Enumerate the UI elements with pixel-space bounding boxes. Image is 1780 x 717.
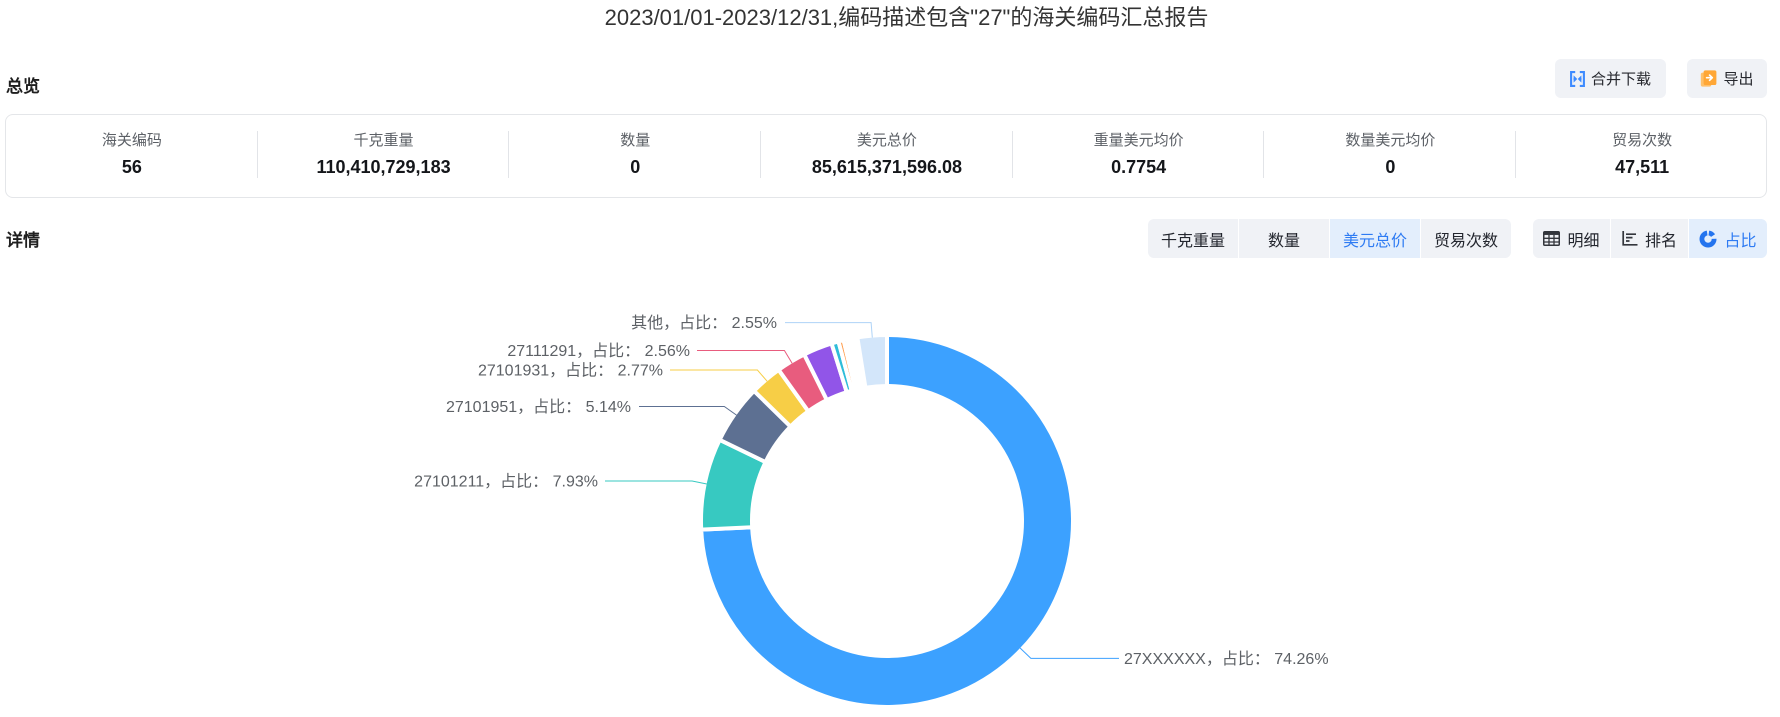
svg-text:27111291，占比： 2.56%: 27111291，占比： 2.56% bbox=[507, 342, 690, 360]
svg-text:其他，占比： 2.55%: 其他，占比： 2.55% bbox=[631, 314, 777, 332]
svg-text:27101951，占比： 5.14%: 27101951，占比： 5.14% bbox=[446, 398, 631, 416]
svg-text:27101931，占比： 2.77%: 27101931，占比： 2.77% bbox=[478, 362, 663, 380]
svg-text:27XXXXXX，占比： 74.26%: 27XXXXXX，占比： 74.26% bbox=[1124, 650, 1329, 668]
svg-text:27101211，占比： 7.93%: 27101211，占比： 7.93% bbox=[414, 473, 598, 491]
